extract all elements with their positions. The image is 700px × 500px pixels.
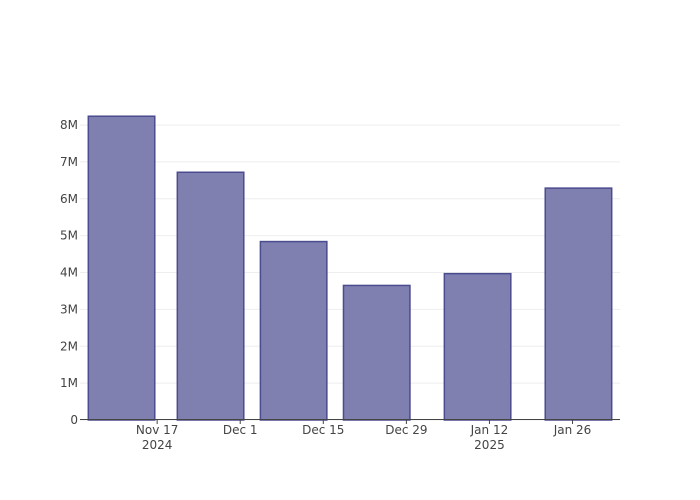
x-tick-label-line: Dec 1 <box>223 423 258 437</box>
y-tick-label: 6M <box>60 192 78 206</box>
x-tick-label-line: Jan 26 <box>553 423 592 437</box>
x-tick-label-line: Jan 12 <box>470 423 509 437</box>
x-tick-label: Dec 29 <box>385 423 427 437</box>
x-tick-label-line: 2025 <box>474 438 505 452</box>
y-tick-label: 4M <box>60 266 78 280</box>
bar <box>544 187 613 421</box>
y-tick-label: 3M <box>60 302 78 316</box>
x-tick-label-line: 2024 <box>142 438 173 452</box>
x-tick-label-line: Dec 15 <box>302 423 344 437</box>
bar <box>87 115 156 421</box>
x-tick-label: Nov 17 2024 <box>136 423 179 452</box>
bar <box>176 171 245 421</box>
y-tick-label: 5M <box>60 229 78 243</box>
y-tick-label: 2M <box>60 339 78 353</box>
bar <box>342 284 411 421</box>
bar <box>259 240 328 421</box>
y-tick-label: 0 <box>70 413 78 427</box>
x-tick-label: Jan 12 2025 <box>470 423 509 452</box>
x-tick-label-line: Dec 29 <box>385 423 427 437</box>
bar <box>443 272 512 421</box>
y-tick-label: 1M <box>60 376 78 390</box>
y-tick-label: 8M <box>60 118 78 132</box>
x-tick-label: Jan 26 <box>553 423 592 437</box>
y-tick-label: 7M <box>60 155 78 169</box>
x-tick-label: Dec 15 <box>302 423 344 437</box>
x-tick-label-line: Nov 17 <box>136 423 179 437</box>
x-tick-label: Dec 1 <box>223 423 258 437</box>
